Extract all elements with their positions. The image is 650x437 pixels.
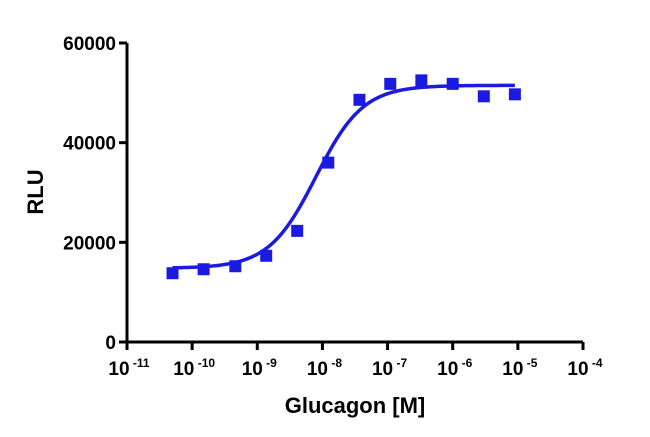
x-ticks: 10 -11 10 -10 10 -9 10 -8 10 -7 10 -6 10 -5 10 … [108, 342, 603, 380]
data-point [477, 90, 490, 103]
y-axis-title: RLU [23, 169, 48, 214]
x-tick-label: 10 -9 [242, 356, 277, 380]
data-point [291, 224, 304, 237]
data-point [446, 77, 459, 90]
x-tick-label: 10 -10 [173, 356, 215, 380]
data-point [353, 93, 366, 106]
data-point [260, 249, 273, 262]
x-axis-title: Glucagon [M] [285, 393, 426, 418]
data-point [229, 260, 242, 273]
x-tick-label: 10 -11 [108, 356, 149, 380]
data-points [166, 74, 521, 280]
y-tick-label: 60000 [63, 34, 116, 55]
fit-curve [172, 83, 515, 270]
y-tick-label: 20000 [63, 233, 116, 254]
x-tick-label: 10 -8 [307, 356, 342, 380]
y-tick-label: 40000 [63, 134, 116, 155]
data-point [197, 263, 210, 276]
x-tick-label: 10 -7 [372, 356, 407, 380]
x-tick-label: 10 -4 [567, 356, 602, 380]
data-point [322, 156, 335, 169]
data-point [508, 88, 521, 101]
data-point [384, 77, 397, 90]
data-point [415, 74, 428, 87]
y-ticks: 0 20000 40000 60000 [63, 34, 127, 354]
x-tick-label: 10 -6 [437, 356, 472, 380]
data-point [166, 267, 179, 280]
y-tick-label: 0 [105, 333, 116, 354]
axes [125, 43, 583, 344]
x-tick-label: 10 -5 [502, 356, 537, 380]
